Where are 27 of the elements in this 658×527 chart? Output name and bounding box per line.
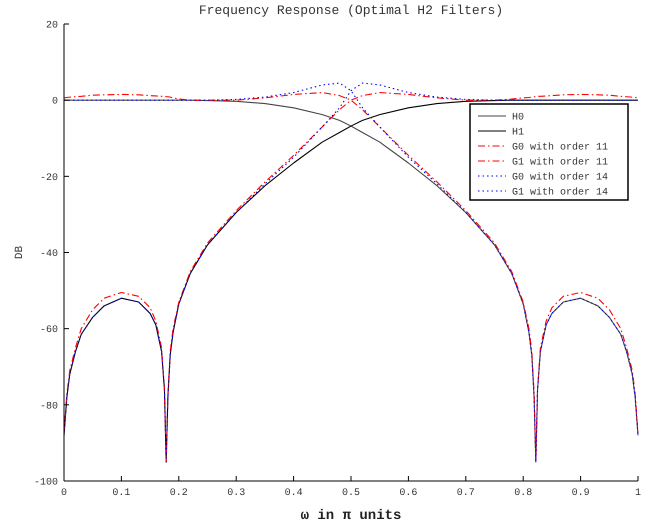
x-tick-label: 0.1 [112,488,130,499]
y-tick-label: -80 [40,401,58,412]
x-tick-label: 0 [60,488,68,499]
x-tick-label: 0.5 [342,488,360,499]
x-tick-label: 0.6 [399,488,418,499]
y-tick-label: -100 [34,478,58,488]
y-tick-label: -60 [40,325,58,336]
legend-label: G1 with order 14 [512,186,608,198]
x-tick-label: 0.4 [284,488,303,499]
x-tick-label: 0.9 [572,488,590,499]
legend-label: G1 with order 11 [512,156,608,168]
x-tick-label: 0.2 [170,488,188,499]
legend-label: H0 [512,112,524,124]
legend-label: H1 [512,128,524,138]
x-tick-label: 1 [634,488,642,499]
x-tick-label: 0.7 [456,488,475,499]
x-tick-label: 0.3 [227,488,246,499]
legend-label: G0 with order 11 [512,142,608,154]
y-axis-title: DB [14,246,26,260]
y-tick-label: -40 [40,249,58,260]
chart-title: Frequency Response (Optimal H2 Filters) [198,3,504,18]
legend-label: G0 with order 14 [512,172,608,184]
x-axis-title: ω in π units [300,508,402,524]
x-tick-label: 0.8 [514,488,532,499]
y-tick-label: 0 [52,96,58,108]
y-tick-label: -20 [40,172,58,184]
y-tick-label: 20 [46,20,58,32]
